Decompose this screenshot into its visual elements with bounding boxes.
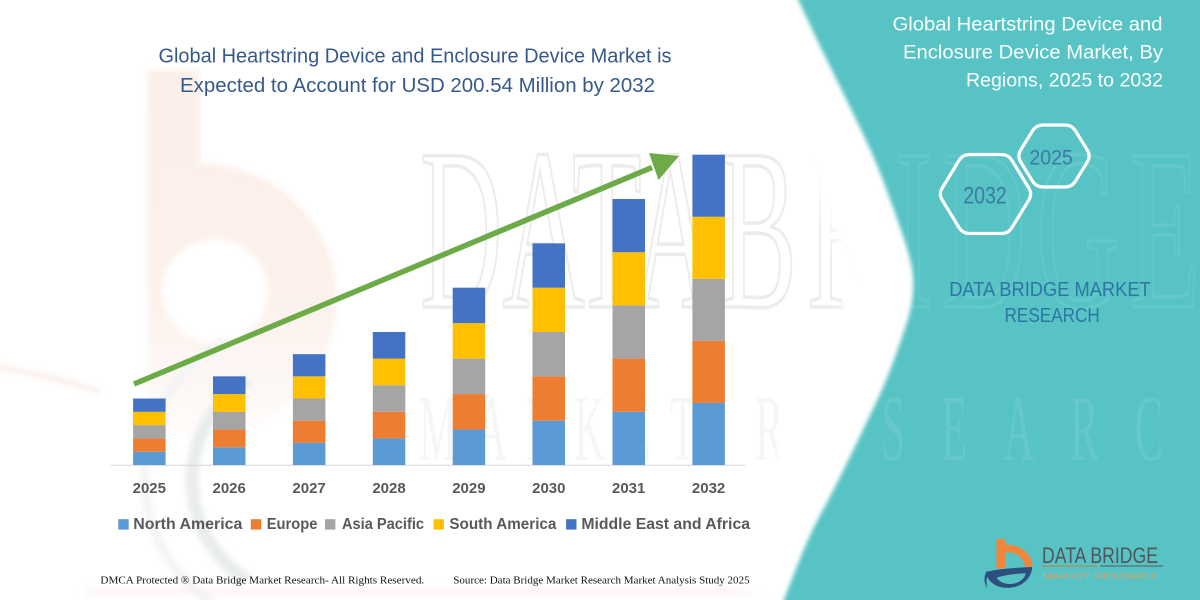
svg-text:Global Heartstring Device and: Global Heartstring Device and Enclosure … [159, 46, 672, 68]
svg-text:2031: 2031 [612, 480, 645, 497]
svg-text:Middle East and Africa: Middle East and Africa [581, 516, 750, 533]
svg-text:MARKET RESEARCH: MARKET RESEARCH [1042, 574, 1159, 581]
svg-text:Regions, 2025 to 2032: Regions, 2025 to 2032 [966, 70, 1163, 92]
svg-text:Global Heartstring Device and: Global Heartstring Device and [893, 14, 1163, 36]
svg-text:Europe: Europe [267, 516, 318, 533]
svg-text:Asia Pacific: Asia Pacific [342, 516, 424, 533]
svg-text:2029: 2029 [452, 480, 485, 497]
svg-text:2025: 2025 [1029, 145, 1072, 169]
svg-text:Expected to Account for USD 20: Expected to Account for USD 200.54 Milli… [180, 75, 655, 97]
svg-text:2027: 2027 [292, 480, 325, 497]
svg-text:DATA BRIDGE MARKET: DATA BRIDGE MARKET [949, 278, 1151, 301]
svg-text:2032: 2032 [692, 480, 725, 497]
svg-text:Source: Data Bridge Market Res: Source: Data Bridge Market Research Mark… [453, 575, 750, 587]
svg-text:RESEARCH: RESEARCH [1005, 304, 1100, 327]
svg-text:DATA BRIDGE: DATA BRIDGE [1042, 543, 1158, 568]
svg-text:DMCA Protected ® Data Bridge M: DMCA Protected ® Data Bridge Market Rese… [100, 575, 424, 587]
svg-text:2030: 2030 [532, 480, 565, 497]
svg-text:Enclosure Device Market, By: Enclosure Device Market, By [903, 42, 1163, 64]
svg-text:2025: 2025 [133, 480, 166, 497]
svg-text:North America: North America [133, 516, 242, 533]
svg-text:2026: 2026 [213, 480, 246, 497]
svg-text:South America: South America [449, 516, 556, 533]
svg-text:2032: 2032 [963, 183, 1006, 210]
svg-text:2028: 2028 [372, 480, 405, 497]
